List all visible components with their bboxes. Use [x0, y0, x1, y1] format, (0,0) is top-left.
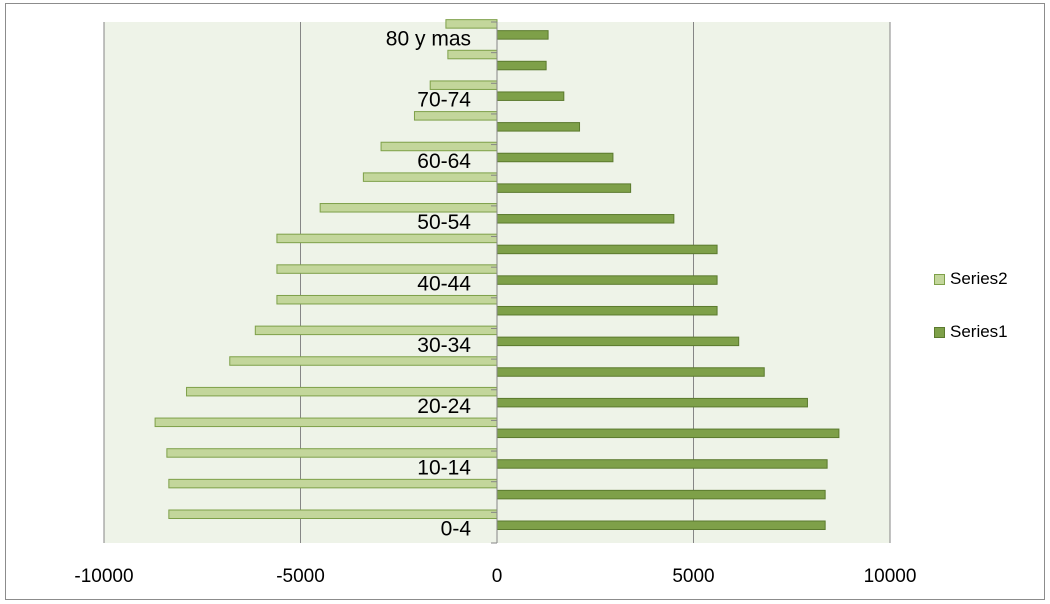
- bar-series2-45-49: [276, 233, 498, 244]
- bar-series2-35-39: [276, 294, 498, 305]
- bar-series1-75-79: [496, 60, 547, 71]
- x-tick-label-2: 0: [492, 566, 503, 587]
- category-axis: [491, 21, 498, 544]
- legend-item-series1: Series1: [934, 321, 1039, 343]
- bar-series1-55-59: [496, 183, 632, 193]
- x-tick-labels: -10000 -5000 0 5000 10000: [74, 566, 916, 587]
- x-tick-label-1: -5000: [276, 566, 325, 587]
- bar-series2-15-19: [154, 417, 498, 428]
- bar-series1-25-29: [496, 367, 765, 377]
- legend-swatch-series2: [934, 273, 945, 285]
- bar-series1-60-64: [496, 152, 614, 163]
- legend-label-series1: Series1: [950, 322, 1008, 341]
- bar-series2-75-79: [447, 49, 498, 60]
- bar-series2-55-59: [362, 172, 498, 182]
- bar-series2-65-69: [413, 111, 498, 121]
- bar-series1-15-19: [496, 428, 840, 439]
- bar-series1-10-14: [496, 459, 828, 469]
- bar-series1-35-39: [496, 305, 718, 316]
- category-label-50-54: 50-54: [417, 211, 471, 234]
- category-label-0-4: 0-4: [441, 518, 472, 541]
- bar-series1-50-54: [496, 214, 675, 224]
- bar-series1-65-69: [496, 122, 581, 132]
- x-tick-label-0: -10000: [74, 566, 133, 587]
- category-label-30-34: 30-34: [417, 334, 471, 357]
- category-label-10-14: 10-14: [417, 456, 471, 479]
- legend-item-series2: Series2: [934, 268, 1039, 290]
- bar-series1-5-9: [496, 489, 826, 500]
- x-tick-label-3: 5000: [672, 566, 714, 587]
- category-label-60-64: 60-64: [417, 150, 471, 173]
- x-tick-label-4: 10000: [864, 566, 917, 587]
- category-label-70-74: 70-74: [417, 89, 471, 112]
- legend: Series2 Series1: [934, 268, 1039, 374]
- category-label-80-y-mas: 80 y mas: [386, 27, 471, 50]
- category-label-20-24: 20-24: [417, 395, 471, 418]
- bar-series2-25-29: [229, 356, 498, 366]
- category-label-40-44: 40-44: [417, 273, 471, 296]
- bar-series1-30-34: [496, 336, 740, 347]
- bar-series1-45-49: [496, 244, 718, 255]
- bar-series1-20-24: [496, 397, 808, 408]
- bar-series1-80 y mas: [496, 30, 549, 40]
- bar-series1-0-4: [496, 520, 826, 530]
- bar-series1-40-44: [496, 275, 718, 285]
- bar-series2-5-9: [168, 478, 498, 489]
- bar-series1-70-74: [496, 91, 565, 101]
- category-labels: 0-4 10-14 20-24 30-34 40-44 50-54 60-64 70-74 80…: [386, 27, 472, 540]
- legend-label-series2: Series2: [950, 269, 1008, 288]
- legend-swatch-series1: [934, 326, 945, 338]
